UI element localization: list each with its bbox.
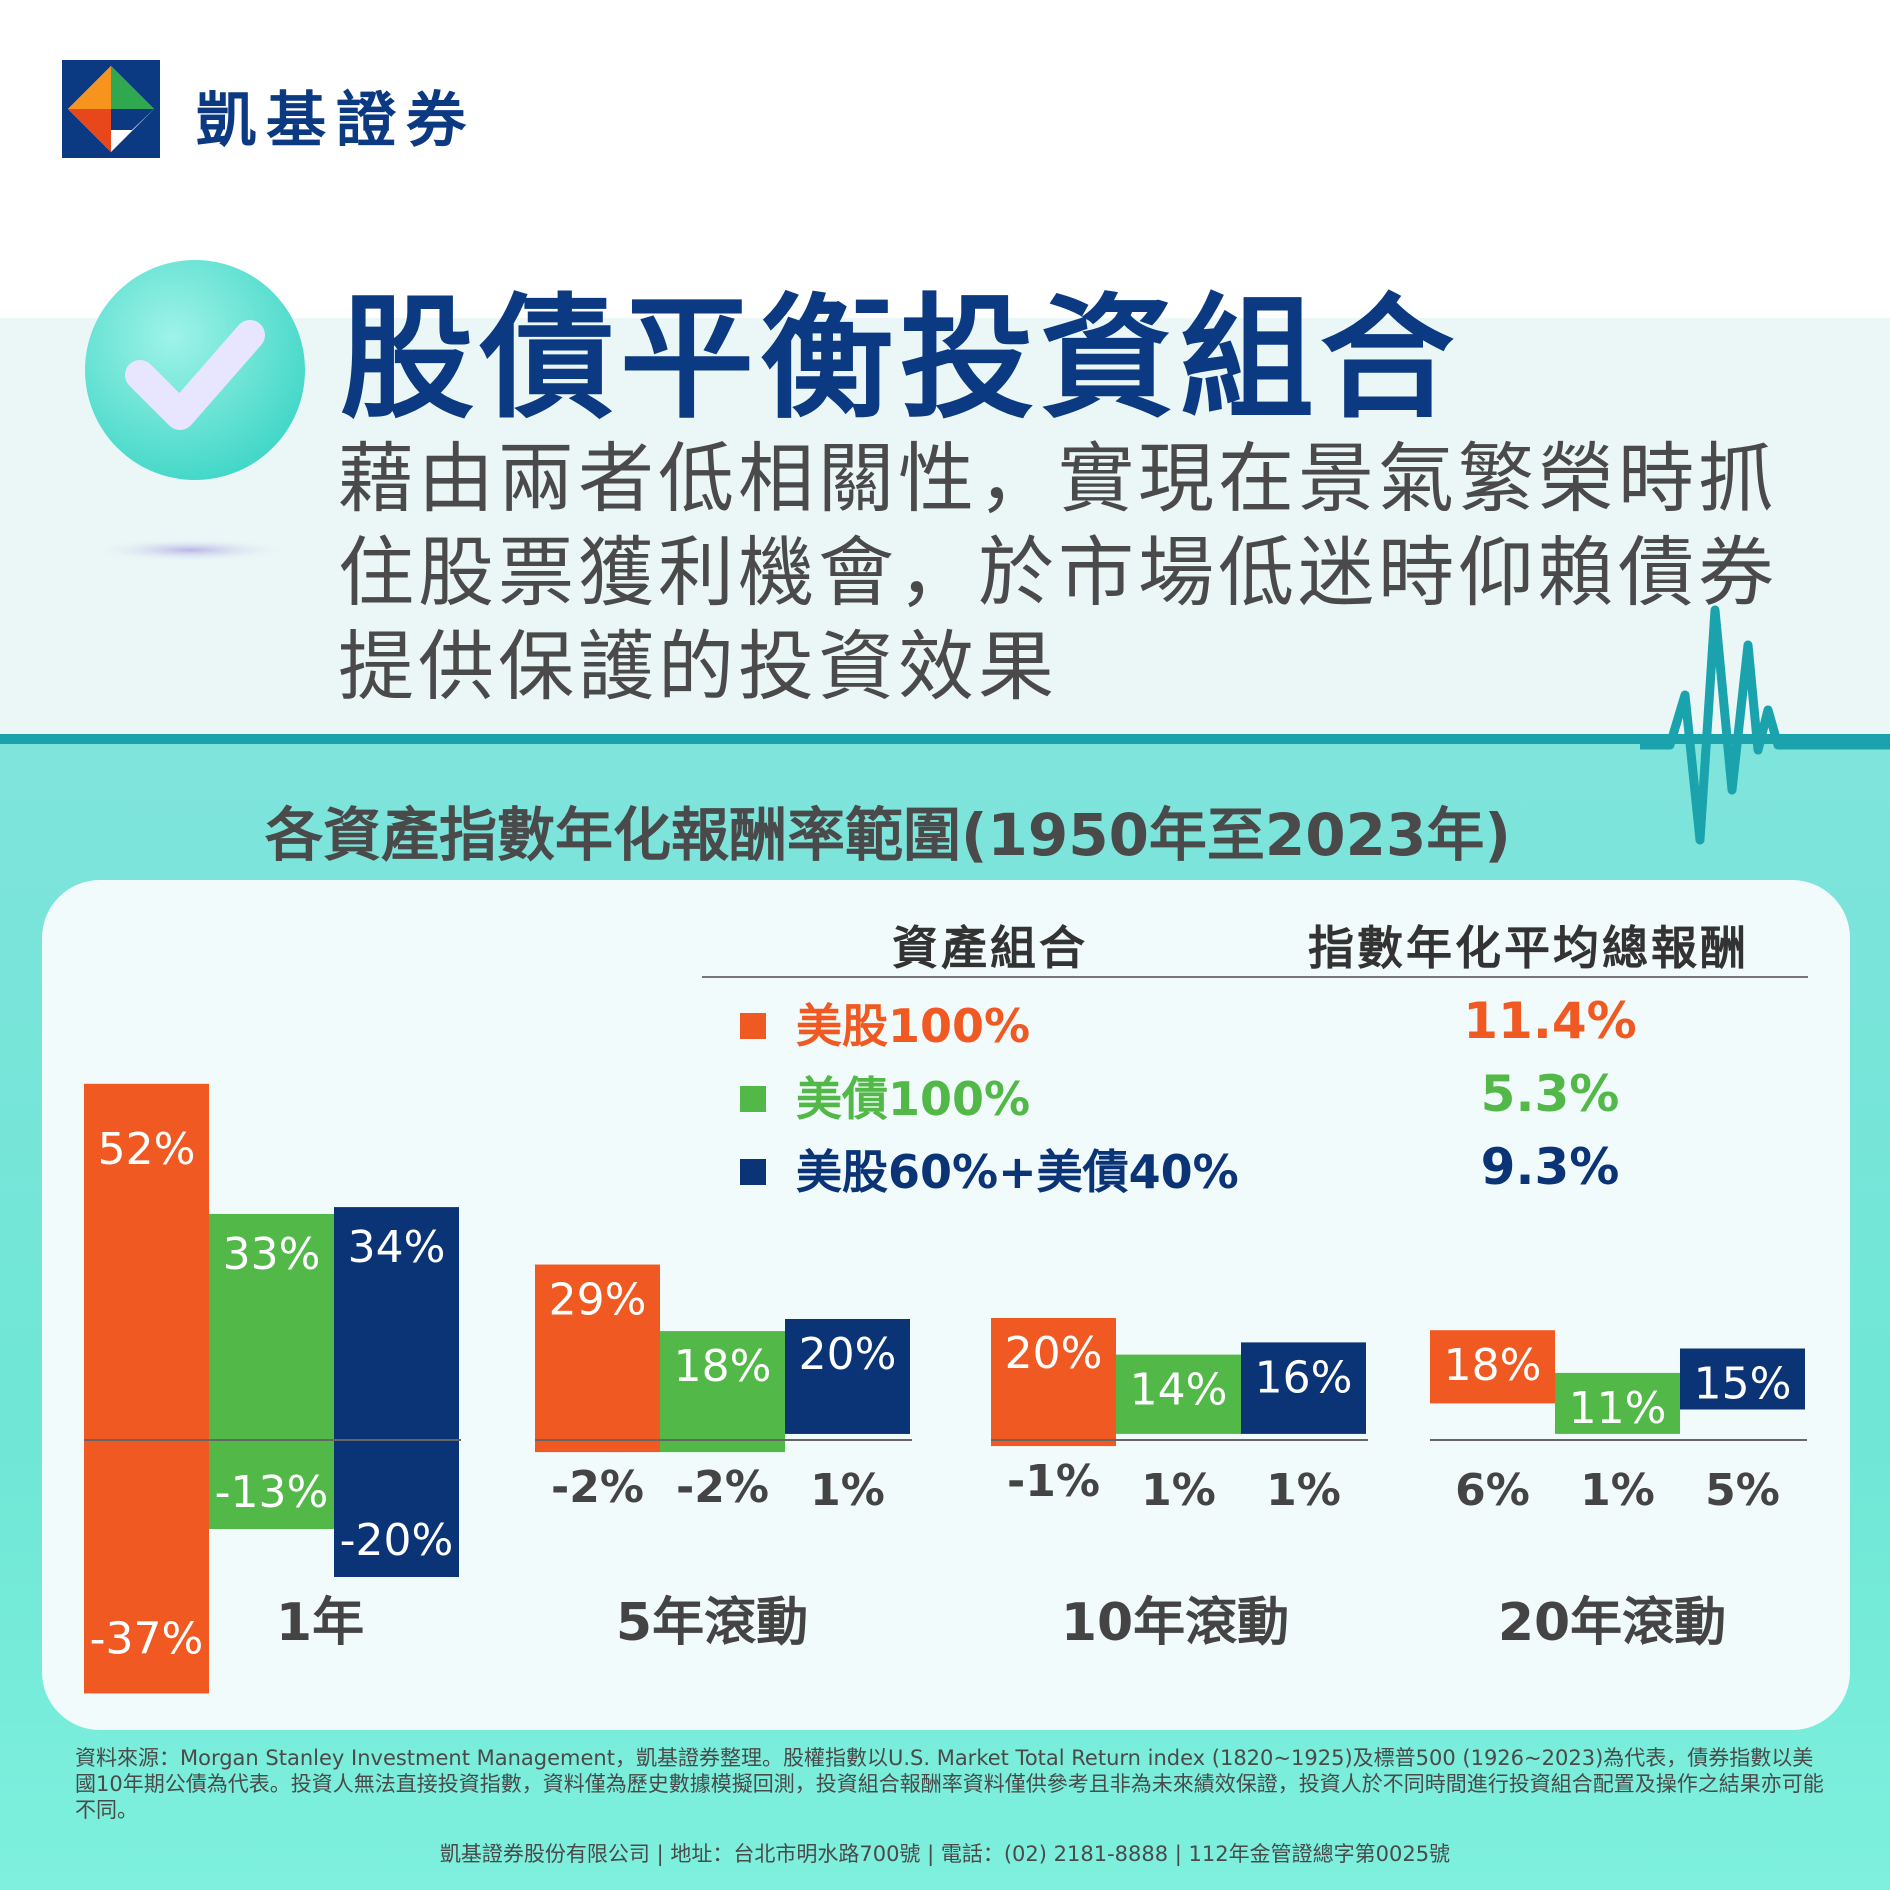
- data-label-max: 20%: [799, 1329, 897, 1380]
- data-label-min: -2%: [551, 1462, 644, 1513]
- category-label: 1年: [276, 1593, 364, 1653]
- legend-swatch: [740, 1158, 766, 1185]
- bar-3-1: [1555, 1372, 1680, 1434]
- legend-value-bond: 5.3%: [1480, 1065, 1620, 1123]
- legend-header-asset: 資產組合: [892, 921, 1088, 975]
- data-label-max: 11%: [1569, 1383, 1667, 1434]
- bar-0-1: [209, 1213, 334, 1530]
- data-label-max: 52%: [98, 1124, 196, 1175]
- data-label-min: -37%: [90, 1613, 204, 1664]
- bar-0-2: [334, 1207, 459, 1577]
- data-label-min: 1%: [1266, 1465, 1341, 1516]
- heartbeat-icon: [1640, 605, 1890, 845]
- data-label-min: 5%: [1705, 1465, 1780, 1516]
- footer: 凱基證券股份有限公司 | 地址：台北市明水路700號 | 電話：(02) 218…: [439, 1842, 1451, 1866]
- data-label-max: 18%: [1444, 1340, 1542, 1391]
- legend-value-mix: 9.3%: [1480, 1138, 1620, 1196]
- legend-label: 美股100%: [796, 999, 1031, 1053]
- bar-1-0: [535, 1264, 660, 1453]
- header-background: [0, 318, 1890, 738]
- legend-swatch: [740, 1085, 766, 1112]
- data-label-min: 1%: [1580, 1465, 1655, 1516]
- category-label: 10年滾動: [1061, 1593, 1289, 1653]
- data-label-min: -13%: [215, 1467, 329, 1518]
- bar-1-2: [785, 1319, 910, 1434]
- bar-0-0: [84, 1083, 209, 1694]
- data-label-max: 18%: [674, 1341, 772, 1392]
- bar-1-1: [660, 1331, 785, 1453]
- legend-row-bond: 美債100%: [740, 1063, 1031, 1126]
- data-label-max: 34%: [348, 1222, 446, 1273]
- bar-3-2: [1680, 1348, 1805, 1410]
- category-label: 5年滾動: [616, 1593, 808, 1653]
- check-badge-icon: [85, 260, 305, 562]
- bar-2-1: [1116, 1354, 1241, 1434]
- data-label-max: 33%: [223, 1229, 321, 1280]
- legend-header-return: 指數年化平均總報酬: [1308, 921, 1749, 975]
- data-label-min: -2%: [676, 1462, 769, 1513]
- legend-label: 美股60%+美債40%: [796, 1145, 1239, 1199]
- divider-line: [0, 734, 1890, 744]
- legend-swatch: [740, 1012, 766, 1039]
- legend-divider: [702, 976, 1808, 978]
- bar-3-0: [1430, 1330, 1555, 1404]
- data-label-min: -1%: [1007, 1456, 1100, 1507]
- chart-title: 各資產指數年化報酬率範圍(1950年至2023年): [265, 801, 1511, 869]
- data-label-max: 20%: [1005, 1328, 1103, 1379]
- bar-2-2: [1241, 1342, 1366, 1434]
- data-label-min: 6%: [1455, 1465, 1530, 1516]
- legend-value-stock: 11.4%: [1463, 992, 1637, 1050]
- brand-logo-icon: [62, 60, 160, 158]
- category-label: 20年滾動: [1498, 1593, 1726, 1653]
- data-label-max: 16%: [1255, 1352, 1353, 1403]
- data-label-min: 1%: [810, 1465, 885, 1516]
- data-label-max: 15%: [1694, 1359, 1792, 1410]
- brand-name: 凱基證券: [196, 86, 476, 156]
- data-label-min: 1%: [1141, 1465, 1216, 1516]
- legend-row-stock: 美股100%: [740, 990, 1031, 1053]
- data-label-min: -20%: [340, 1515, 454, 1566]
- legend-row-mix: 美股60%+美債40%: [740, 1136, 1239, 1199]
- footnote: 資料來源：Morgan Stanley Investment Managemen…: [75, 1746, 1824, 1822]
- page-subtitle: 藉由兩者低相關性，實現在景氣繁榮時抓住股票獲利機會，於市場低迷時仰賴債券提供保護…: [338, 434, 1778, 711]
- page-title: 股債平衡投資組合: [340, 281, 1461, 437]
- legend-label: 美債100%: [796, 1072, 1031, 1126]
- bar-2-0: [991, 1318, 1116, 1447]
- data-label-max: 29%: [549, 1275, 647, 1326]
- data-label-max: 14%: [1130, 1365, 1228, 1416]
